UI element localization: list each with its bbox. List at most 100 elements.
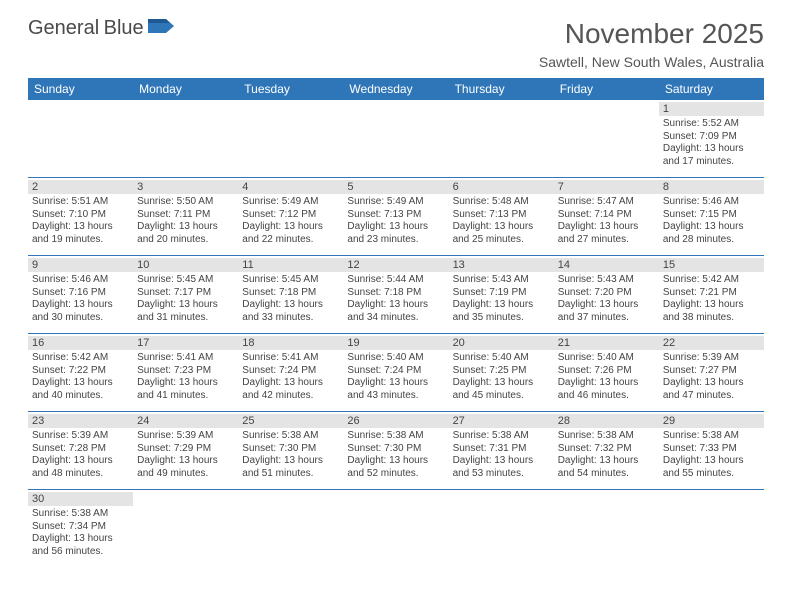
cell-line-sunset: Sunset: 7:13 PM (453, 209, 550, 222)
cell-line-sunrise: Sunrise: 5:49 AM (242, 196, 339, 209)
calendar-cell: 1Sunrise: 5:52 AMSunset: 7:09 PMDaylight… (659, 100, 764, 178)
calendar-cell (238, 100, 343, 178)
cell-line-dl1: Daylight: 13 hours (347, 455, 444, 468)
cell-line-dl1: Daylight: 13 hours (347, 299, 444, 312)
cell-line-dl2: and 46 minutes. (558, 390, 655, 403)
cell-line-sunset: Sunset: 7:28 PM (32, 443, 129, 456)
cell-line-sunrise: Sunrise: 5:40 AM (453, 352, 550, 365)
page-subtitle: Sawtell, New South Wales, Australia (539, 54, 764, 70)
cell-line-sunset: Sunset: 7:29 PM (137, 443, 234, 456)
calendar-cell (343, 490, 448, 568)
calendar-cell: 15Sunrise: 5:42 AMSunset: 7:21 PMDayligh… (659, 256, 764, 334)
cell-line-sunset: Sunset: 7:10 PM (32, 209, 129, 222)
cell-line-dl2: and 33 minutes. (242, 312, 339, 325)
calendar-cell: 6Sunrise: 5:48 AMSunset: 7:13 PMDaylight… (449, 178, 554, 256)
cell-line-sunrise: Sunrise: 5:49 AM (347, 196, 444, 209)
day-number: 15 (659, 258, 764, 272)
cell-line-dl1: Daylight: 13 hours (663, 221, 760, 234)
day-number: 22 (659, 336, 764, 350)
day-number: 1 (659, 102, 764, 116)
cell-line-dl1: Daylight: 13 hours (453, 377, 550, 390)
cell-line-dl2: and 42 minutes. (242, 390, 339, 403)
calendar-cell: 23Sunrise: 5:39 AMSunset: 7:28 PMDayligh… (28, 412, 133, 490)
weekday-header: Tuesday (238, 78, 343, 100)
calendar-header-row: Sunday Monday Tuesday Wednesday Thursday… (28, 78, 764, 100)
day-number: 20 (449, 336, 554, 350)
calendar-cell: 10Sunrise: 5:45 AMSunset: 7:17 PMDayligh… (133, 256, 238, 334)
cell-line-sunrise: Sunrise: 5:38 AM (347, 430, 444, 443)
day-number: 4 (238, 180, 343, 194)
weekday-header: Thursday (449, 78, 554, 100)
cell-line-dl1: Daylight: 13 hours (242, 221, 339, 234)
cell-line-dl2: and 37 minutes. (558, 312, 655, 325)
cell-line-dl1: Daylight: 13 hours (137, 377, 234, 390)
cell-line-dl2: and 20 minutes. (137, 234, 234, 247)
calendar-cell (449, 100, 554, 178)
cell-line-dl1: Daylight: 13 hours (32, 455, 129, 468)
day-number: 24 (133, 414, 238, 428)
weekday-header: Saturday (659, 78, 764, 100)
cell-line-dl1: Daylight: 13 hours (242, 377, 339, 390)
page-title: November 2025 (539, 18, 764, 50)
cell-line-dl2: and 52 minutes. (347, 468, 444, 481)
cell-line-sunrise: Sunrise: 5:38 AM (453, 430, 550, 443)
cell-line-dl2: and 55 minutes. (663, 468, 760, 481)
cell-line-sunset: Sunset: 7:12 PM (242, 209, 339, 222)
cell-line-dl2: and 54 minutes. (558, 468, 655, 481)
calendar-cell: 12Sunrise: 5:44 AMSunset: 7:18 PMDayligh… (343, 256, 448, 334)
cell-line-sunset: Sunset: 7:18 PM (242, 287, 339, 300)
cell-line-sunrise: Sunrise: 5:47 AM (558, 196, 655, 209)
day-number: 27 (449, 414, 554, 428)
cell-line-dl2: and 27 minutes. (558, 234, 655, 247)
cell-line-dl2: and 49 minutes. (137, 468, 234, 481)
cell-line-dl1: Daylight: 13 hours (663, 377, 760, 390)
cell-line-dl1: Daylight: 13 hours (347, 221, 444, 234)
day-number: 2 (28, 180, 133, 194)
cell-line-sunrise: Sunrise: 5:52 AM (663, 118, 760, 131)
day-number: 28 (554, 414, 659, 428)
calendar-cell (28, 100, 133, 178)
cell-line-sunset: Sunset: 7:30 PM (347, 443, 444, 456)
cell-line-dl1: Daylight: 13 hours (453, 299, 550, 312)
calendar-cell: 28Sunrise: 5:38 AMSunset: 7:32 PMDayligh… (554, 412, 659, 490)
day-number: 23 (28, 414, 133, 428)
day-number: 14 (554, 258, 659, 272)
cell-line-dl2: and 28 minutes. (663, 234, 760, 247)
day-number: 6 (449, 180, 554, 194)
calendar-cell: 22Sunrise: 5:39 AMSunset: 7:27 PMDayligh… (659, 334, 764, 412)
cell-line-dl1: Daylight: 13 hours (137, 455, 234, 468)
calendar-cell: 13Sunrise: 5:43 AMSunset: 7:19 PMDayligh… (449, 256, 554, 334)
calendar-cell: 18Sunrise: 5:41 AMSunset: 7:24 PMDayligh… (238, 334, 343, 412)
calendar-cell (238, 490, 343, 568)
cell-line-sunrise: Sunrise: 5:39 AM (137, 430, 234, 443)
cell-line-sunrise: Sunrise: 5:42 AM (663, 274, 760, 287)
calendar-cell: 21Sunrise: 5:40 AMSunset: 7:26 PMDayligh… (554, 334, 659, 412)
cell-line-sunrise: Sunrise: 5:43 AM (558, 274, 655, 287)
cell-line-dl1: Daylight: 13 hours (663, 143, 760, 156)
day-number: 16 (28, 336, 133, 350)
weekday-header: Wednesday (343, 78, 448, 100)
calendar-cell (133, 490, 238, 568)
logo-text-general: General (28, 17, 99, 39)
calendar-cell: 27Sunrise: 5:38 AMSunset: 7:31 PMDayligh… (449, 412, 554, 490)
calendar-cell: 3Sunrise: 5:50 AMSunset: 7:11 PMDaylight… (133, 178, 238, 256)
cell-line-dl2: and 22 minutes. (242, 234, 339, 247)
cell-line-dl2: and 19 minutes. (32, 234, 129, 247)
day-number: 12 (343, 258, 448, 272)
cell-line-sunrise: Sunrise: 5:50 AM (137, 196, 234, 209)
cell-line-sunrise: Sunrise: 5:39 AM (663, 352, 760, 365)
day-number: 8 (659, 180, 764, 194)
calendar-cell: 29Sunrise: 5:38 AMSunset: 7:33 PMDayligh… (659, 412, 764, 490)
calendar-cell: 24 Sunrise: 5:39 AMSunset: 7:29 PMDayligh… (133, 412, 238, 490)
calendar-cell: 26Sunrise: 5:38 AMSunset: 7:30 PMDayligh… (343, 412, 448, 490)
cell-line-sunset: Sunset: 7:18 PM (347, 287, 444, 300)
calendar-cell (343, 100, 448, 178)
calendar-cell: 5Sunrise: 5:49 AMSunset: 7:13 PMDaylight… (343, 178, 448, 256)
calendar-cell: 2Sunrise: 5:51 AMSunset: 7:10 PMDaylight… (28, 178, 133, 256)
day-number: 30 (28, 492, 133, 506)
cell-line-sunrise: Sunrise: 5:41 AM (242, 352, 339, 365)
cell-line-dl1: Daylight: 13 hours (32, 221, 129, 234)
cell-line-sunset: Sunset: 7:19 PM (453, 287, 550, 300)
cell-line-dl1: Daylight: 13 hours (558, 299, 655, 312)
cell-line-sunset: Sunset: 7:15 PM (663, 209, 760, 222)
